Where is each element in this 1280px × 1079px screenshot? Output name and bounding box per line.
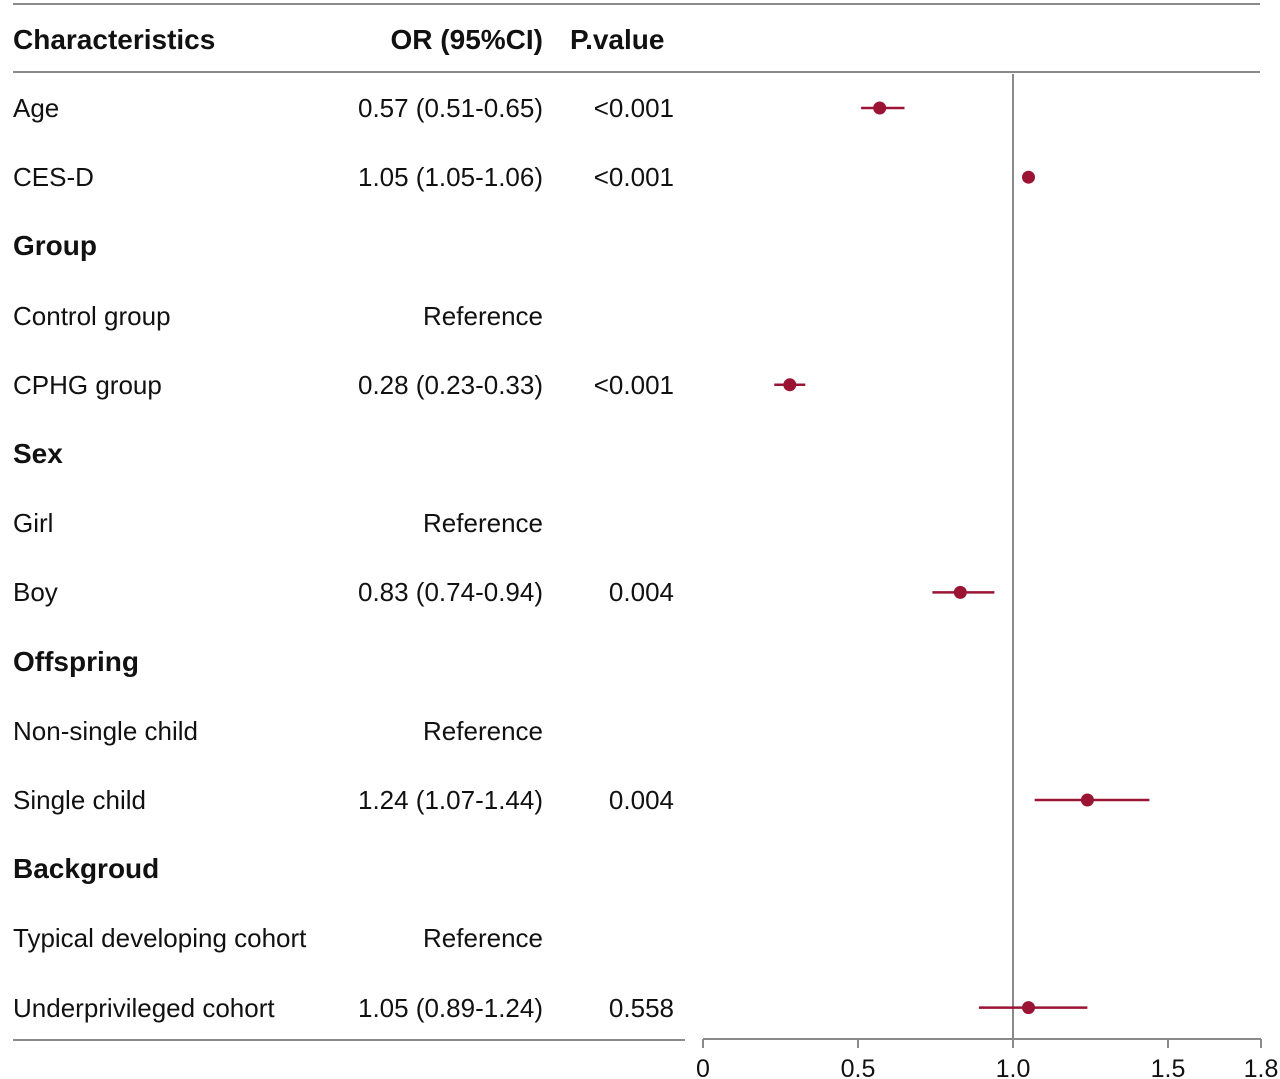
row-label: Age	[13, 93, 60, 123]
header-characteristics: Characteristics	[13, 24, 216, 55]
row-p-value: 0.558	[608, 992, 674, 1023]
x-tick-label: 1.0	[996, 1055, 1031, 1079]
row-label: CES-D	[13, 162, 94, 193]
header-p-value: P.value	[570, 24, 665, 55]
top-rule	[13, 3, 1260, 5]
row-or-ci: Reference	[423, 300, 543, 331]
header-or-ci: OR (95%CI)	[390, 24, 543, 55]
point-estimate	[1080, 793, 1094, 807]
row-or-ci: 1.05 (1.05-1.06)	[357, 162, 543, 193]
section-heading: Group	[13, 230, 97, 262]
row-label: Boy	[13, 577, 58, 608]
row-p-value: <0.001	[593, 369, 674, 400]
x-tick-label: 0	[696, 1055, 710, 1079]
row-or-ci: 1.05 (0.89-1.24)	[357, 992, 543, 1023]
point-estimate	[873, 101, 887, 115]
row-or-ci: 1.24 (1.07-1.44)	[357, 785, 543, 815]
row-or-ci: 0.57 (0.51-0.65)	[357, 93, 543, 123]
row-or-ci: Reference	[423, 715, 543, 746]
point-estimate	[953, 585, 967, 599]
section-heading: Backgroud	[13, 853, 160, 885]
point-estimate	[1022, 1001, 1035, 1015]
x-tick-label: 0.5	[841, 1055, 876, 1079]
row-label: CPHG group	[13, 369, 162, 400]
header-rule	[13, 71, 1260, 73]
point-estimate	[1022, 170, 1035, 184]
row-label: Underprivileged cohort	[13, 992, 275, 1023]
bottom-rule	[13, 1039, 685, 1041]
section-heading: Sex	[13, 438, 63, 469]
row-or-ci: Reference	[423, 508, 543, 539]
row-p-value: <0.001	[593, 162, 674, 193]
row-or-ci: 0.28 (0.23-0.33)	[357, 369, 543, 400]
row-or-ci: Reference	[423, 923, 543, 954]
row-label: Control group	[13, 300, 171, 331]
point-estimate	[783, 378, 797, 392]
row-p-value: <0.001	[593, 93, 674, 123]
x-tick-label: 1.5	[1151, 1055, 1186, 1079]
row-label: Girl	[13, 508, 54, 539]
x-tick-label: 1.8	[1244, 1055, 1279, 1079]
row-p-value: 0.004	[608, 577, 674, 608]
row-or-ci: 0.83 (0.74-0.94)	[357, 577, 543, 608]
row-p-value: 0.004	[608, 785, 674, 815]
section-heading: Offspring	[13, 645, 139, 677]
row-label: Non-single child	[13, 715, 198, 746]
row-label: Typical developing cohort	[13, 923, 307, 954]
row-label: Single child	[13, 785, 146, 815]
